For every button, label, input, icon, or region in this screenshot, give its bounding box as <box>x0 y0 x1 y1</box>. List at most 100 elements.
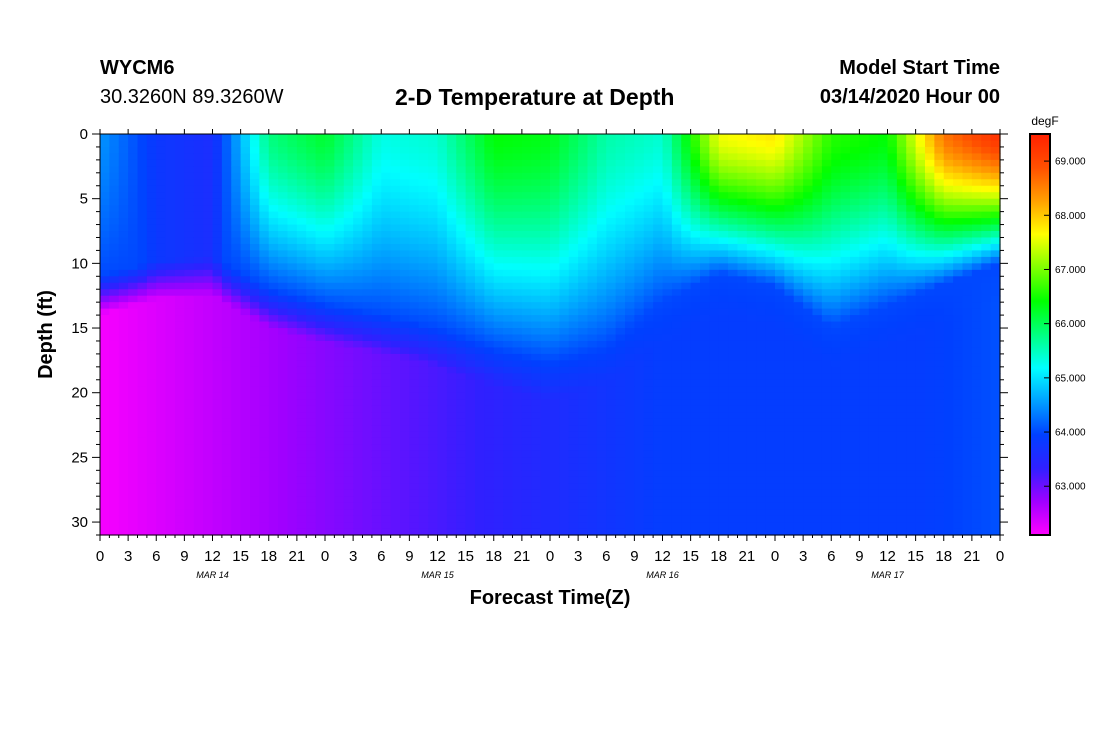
heatmap-cell <box>109 250 120 258</box>
heatmap-cell <box>343 489 354 497</box>
heatmap-cell <box>475 263 485 271</box>
heatmap-cell <box>362 321 373 329</box>
heatmap-cell <box>259 340 270 349</box>
heatmap-cell <box>287 243 298 252</box>
heatmap-cell <box>475 457 485 465</box>
heatmap-cell <box>521 166 532 174</box>
heatmap-cell <box>540 198 551 206</box>
heatmap-cell <box>278 399 289 407</box>
heatmap-cell <box>156 405 167 413</box>
heatmap-cell <box>381 315 392 323</box>
heatmap-cell <box>175 418 185 426</box>
heatmap-cell <box>343 379 354 387</box>
heatmap-cell <box>465 263 476 271</box>
heatmap-cell <box>268 231 279 239</box>
heatmap-cell <box>306 496 317 504</box>
heatmap-cell <box>400 347 410 355</box>
heatmap-cell <box>343 496 354 504</box>
heatmap-cell <box>559 405 570 413</box>
heatmap-cell <box>596 211 607 219</box>
heatmap-cell <box>775 360 785 368</box>
heatmap-cell <box>259 418 270 426</box>
heatmap-cell <box>156 256 167 264</box>
heatmap-cell <box>653 528 664 536</box>
heatmap-cell <box>840 256 851 264</box>
heatmap-cell <box>278 496 289 504</box>
heatmap-cell <box>465 269 476 277</box>
heatmap-cell <box>268 308 279 316</box>
heatmap-cell <box>596 405 607 413</box>
heatmap-cell <box>793 509 804 517</box>
heatmap-cell <box>625 450 635 458</box>
heatmap-cell <box>100 224 110 232</box>
heatmap-cell <box>371 308 382 316</box>
heatmap-cell <box>531 166 542 174</box>
heatmap-cell <box>231 218 242 226</box>
heatmap-cell <box>400 289 410 297</box>
heatmap-cell <box>371 392 382 400</box>
heatmap-cell <box>493 282 504 290</box>
heatmap-cell <box>231 211 242 219</box>
heatmap-cell <box>446 399 457 407</box>
heatmap-cell <box>578 237 589 245</box>
heatmap-cell <box>343 140 354 148</box>
heatmap-cell <box>146 134 157 142</box>
heatmap-cell <box>531 140 542 148</box>
heatmap-cell <box>821 457 832 465</box>
heatmap-cell <box>709 134 720 142</box>
heatmap-cell <box>146 282 157 290</box>
heatmap-cell <box>746 386 757 394</box>
heatmap-cell <box>268 379 279 387</box>
heatmap-cell <box>137 392 148 400</box>
heatmap-cell <box>250 205 260 213</box>
heatmap-cell <box>268 457 279 465</box>
heatmap-cell <box>662 140 673 148</box>
heatmap-cell <box>681 295 692 303</box>
heatmap-cell <box>456 360 467 368</box>
heatmap-cell <box>400 179 410 187</box>
heatmap-cell <box>671 250 682 258</box>
heatmap-cell <box>287 334 298 342</box>
heatmap-cell <box>221 412 232 420</box>
heatmap-cell <box>381 366 392 374</box>
heatmap-cell <box>240 172 251 180</box>
heatmap-cell <box>840 231 851 239</box>
heatmap-cell <box>250 231 260 239</box>
heatmap-cell <box>587 450 598 458</box>
heatmap-cell <box>100 522 110 530</box>
heatmap-cell <box>325 412 335 420</box>
heatmap-cell <box>250 218 260 226</box>
heatmap-cell <box>493 231 504 239</box>
heatmap-cell <box>615 463 626 471</box>
heatmap-cell <box>278 392 289 400</box>
heatmap-cell <box>362 437 373 446</box>
heatmap-cell <box>137 431 148 439</box>
heatmap-cell <box>512 172 523 180</box>
heatmap-cell <box>662 353 673 361</box>
heatmap-cell <box>325 205 335 213</box>
heatmap-cell <box>793 450 804 458</box>
heatmap-cell <box>118 463 129 471</box>
heatmap-cell <box>250 470 260 478</box>
heatmap-cell <box>756 159 767 167</box>
heatmap-cell <box>165 282 176 290</box>
heatmap-cell <box>728 192 739 200</box>
heatmap-cell <box>737 392 748 400</box>
heatmap-cell <box>746 198 757 206</box>
heatmap-cell <box>625 379 635 387</box>
heatmap-cell <box>840 269 851 277</box>
heatmap-cell <box>587 140 598 148</box>
heatmap-cell <box>240 450 251 458</box>
heatmap-cell <box>746 334 757 342</box>
heatmap-cell <box>278 295 289 303</box>
heatmap-cell <box>221 431 232 439</box>
heatmap-cell <box>568 457 579 465</box>
heatmap-cell <box>765 172 776 180</box>
heatmap-cell <box>362 366 373 374</box>
heatmap-cell <box>550 334 560 342</box>
heatmap-cell <box>643 205 654 213</box>
heatmap-cell <box>606 289 617 297</box>
heatmap-cell <box>643 373 654 381</box>
heatmap-cell <box>578 386 589 394</box>
heatmap-cell <box>371 399 382 407</box>
